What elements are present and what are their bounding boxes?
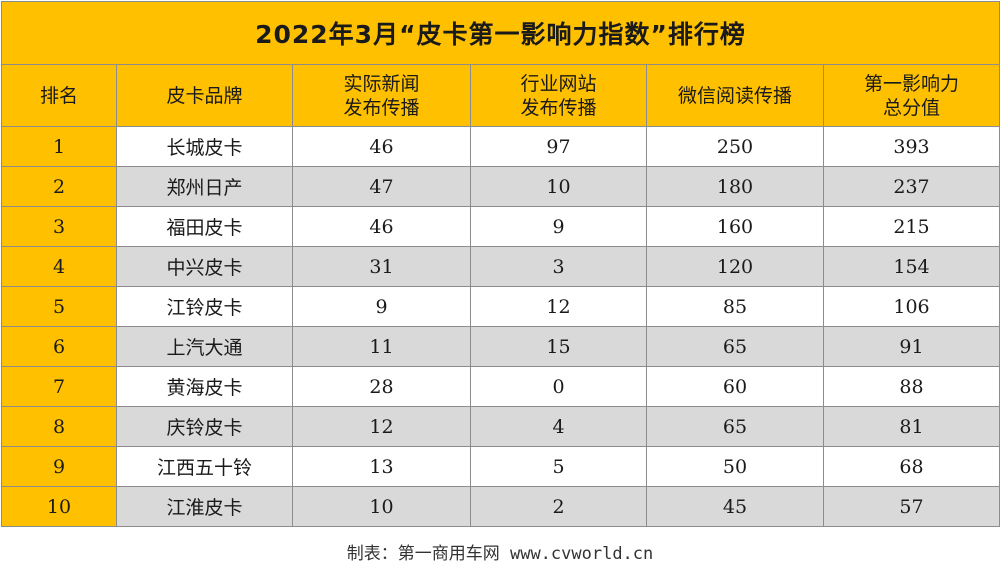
news-cell: 28 [292,366,471,407]
table-row: 8 庆铃皮卡 12 4 65 81 [1,406,1000,447]
rank-cell: 5 [1,286,117,327]
table-row: 1 长城皮卡 46 97 250 393 [1,126,1000,167]
news-cell: 46 [292,206,471,247]
header-total: 第一影响力 总分值 [822,64,1000,127]
wechat-cell: 120 [646,246,824,287]
site-cell: 5 [470,446,647,487]
brand-cell: 中兴皮卡 [116,246,293,287]
news-cell: 12 [292,406,471,447]
news-cell: 11 [292,326,471,367]
ranking-table-container: 2022年3月“皮卡第一影响力指数”排行榜 排名 皮卡品牌 实际新闻 发布传播 行… [0,1,1000,527]
rank-cell: 4 [1,246,117,287]
header-row: 排名 皮卡品牌 实际新闻 发布传播 行业网站 发布传播 微信阅读传播 第一影响力 总分… [1,64,1000,127]
wechat-cell: 65 [646,326,824,367]
rank-cell: 3 [1,206,117,247]
news-cell: 10 [292,486,471,527]
ranking-table: 2022年3月“皮卡第一影响力指数”排行榜 排名 皮卡品牌 实际新闻 发布传播 行… [0,1,1000,527]
total-cell: 81 [822,406,1000,447]
site-cell: 97 [470,126,647,167]
rank-cell: 6 [1,326,117,367]
table-title: 2022年3月“皮卡第一影响力指数”排行榜 [0,1,1000,65]
rank-cell: 10 [1,486,117,527]
news-cell: 46 [292,126,471,167]
rank-cell: 9 [1,446,117,487]
rank-cell: 7 [1,366,117,407]
wechat-cell: 50 [646,446,824,487]
site-cell: 10 [470,166,647,207]
brand-cell: 郑州日产 [116,166,293,207]
footer-credit: 制表：第一商用车网 www.cvworld.cn [346,544,654,564]
wechat-cell: 85 [646,286,824,327]
rank-cell: 1 [1,126,117,167]
total-cell: 106 [822,286,1000,327]
wechat-cell: 250 [646,126,824,167]
table-row: 4 中兴皮卡 31 3 120 154 [1,246,1000,287]
wechat-cell: 180 [646,166,824,207]
site-cell: 15 [470,326,647,367]
table-row: 10 江淮皮卡 10 2 45 57 [1,486,1000,527]
total-cell: 215 [822,206,1000,247]
news-cell: 47 [292,166,471,207]
site-cell: 4 [470,406,647,447]
site-cell: 0 [470,366,647,407]
total-cell: 57 [822,486,1000,527]
total-cell: 154 [822,246,1000,287]
brand-cell: 庆铃皮卡 [116,406,293,447]
header-wechat: 微信阅读传播 [646,64,824,127]
table-row: 2 郑州日产 47 10 180 237 [1,166,1000,207]
total-cell: 237 [822,166,1000,207]
site-cell: 9 [470,206,647,247]
brand-cell: 长城皮卡 [116,126,293,167]
table-row: 7 黄海皮卡 28 0 60 88 [1,366,1000,407]
total-cell: 88 [822,366,1000,407]
table-row: 9 江西五十铃 13 5 50 68 [1,446,1000,487]
table-body: 1 长城皮卡 46 97 250 393 2 郑州日产 47 10 180 237 3 福田皮卡 46 9 16… [1,126,1000,527]
brand-cell: 福田皮卡 [116,206,293,247]
rank-cell: 8 [1,406,117,447]
header-rank: 排名 [1,64,117,127]
rank-cell: 2 [1,166,117,207]
wechat-cell: 45 [646,486,824,527]
wechat-cell: 160 [646,206,824,247]
site-cell: 3 [470,246,647,287]
wechat-cell: 65 [646,406,824,447]
header-site: 行业网站 发布传播 [470,64,647,127]
wechat-cell: 60 [646,366,824,407]
total-cell: 91 [822,326,1000,367]
header-news: 实际新闻 发布传播 [292,64,471,127]
news-cell: 9 [292,286,471,327]
site-cell: 2 [470,486,647,527]
header-brand: 皮卡品牌 [116,64,293,127]
site-cell: 12 [470,286,647,327]
table-row: 3 福田皮卡 46 9 160 215 [1,206,1000,247]
table-row: 5 江铃皮卡 9 12 85 106 [1,286,1000,327]
table-row: 6 上汽大通 11 15 65 91 [1,326,1000,367]
total-cell: 68 [822,446,1000,487]
brand-cell: 江淮皮卡 [116,486,293,527]
brand-cell: 上汽大通 [116,326,293,367]
total-cell: 393 [822,126,1000,167]
brand-cell: 黄海皮卡 [116,366,293,407]
brand-cell: 江铃皮卡 [116,286,293,327]
brand-cell: 江西五十铃 [116,446,293,487]
news-cell: 13 [292,446,471,487]
news-cell: 31 [292,246,471,287]
